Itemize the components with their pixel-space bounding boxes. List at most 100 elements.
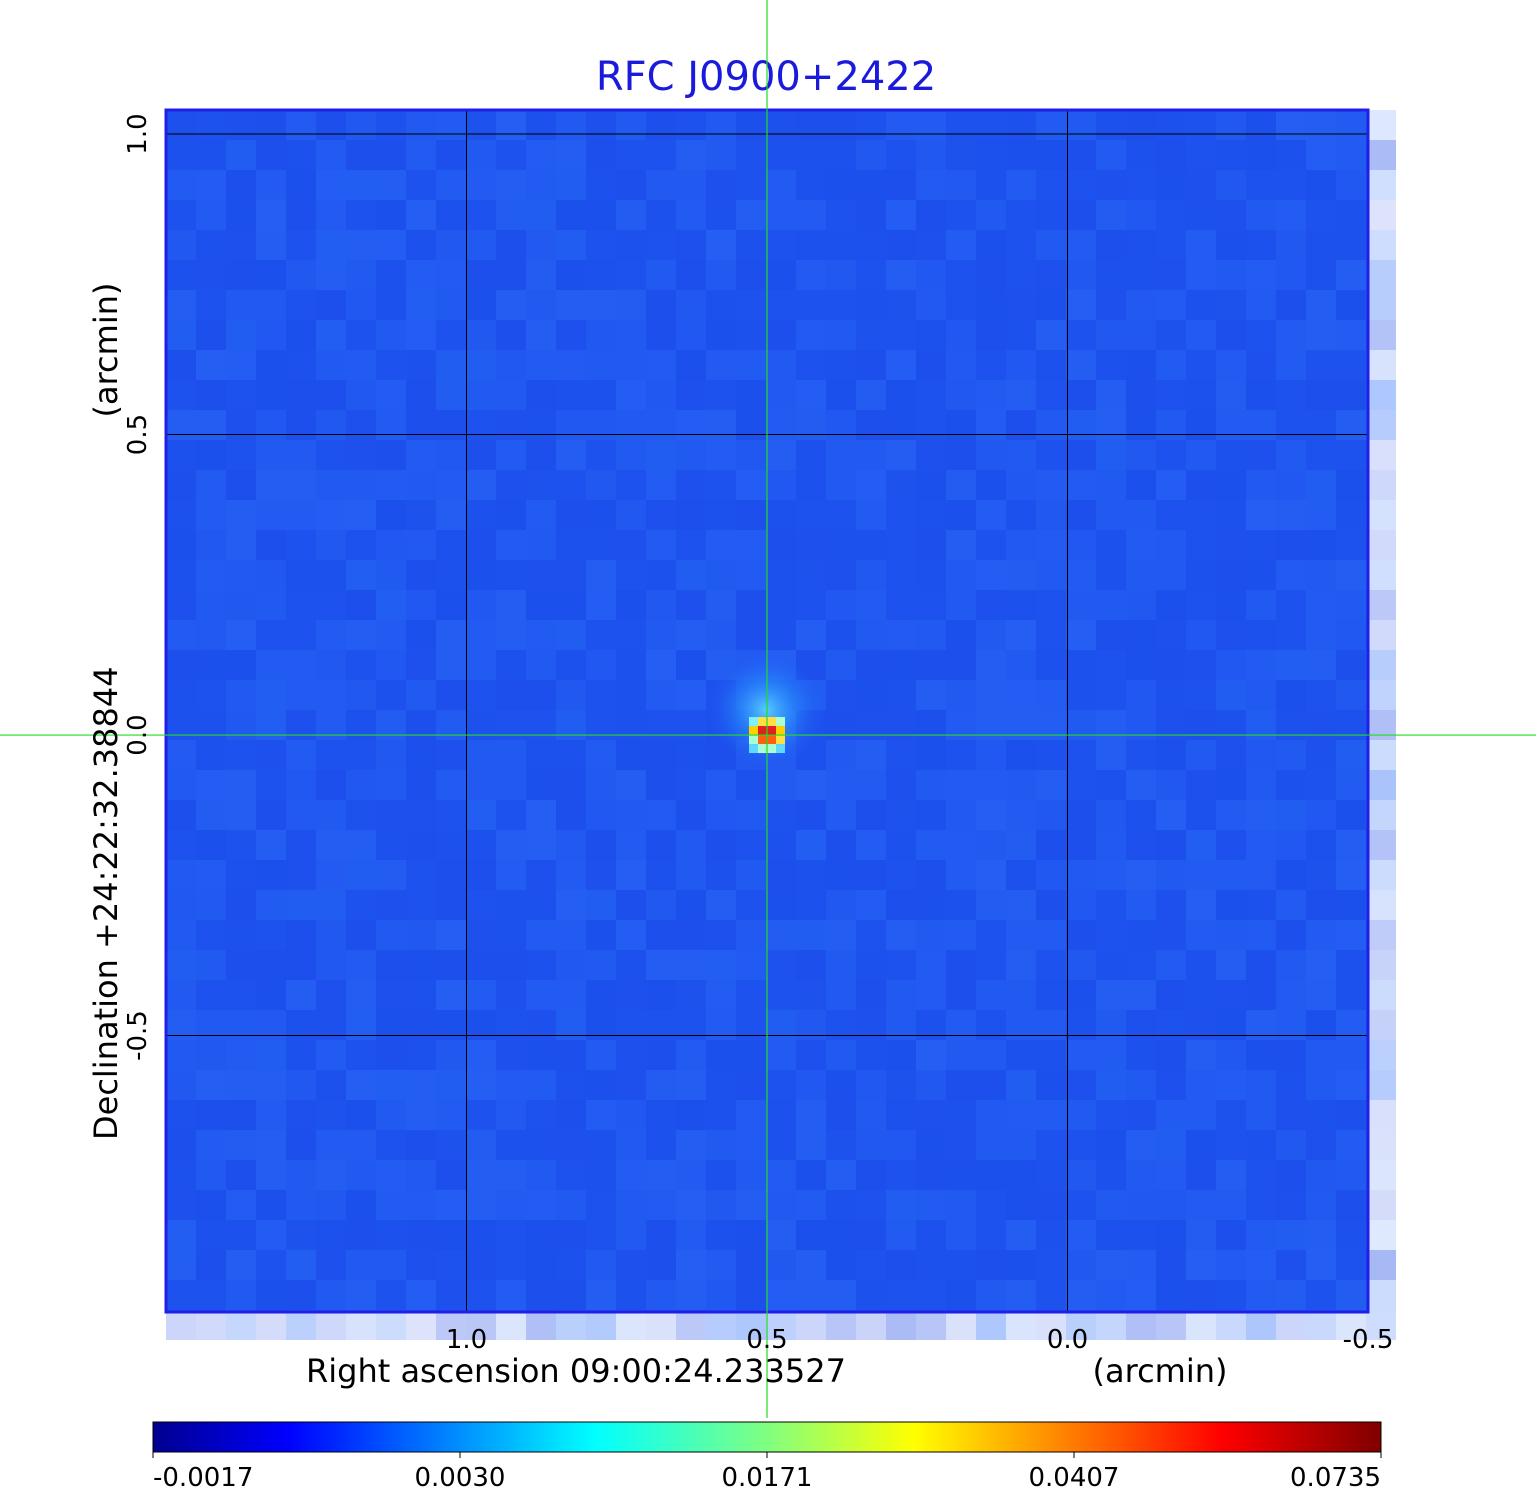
noise-cell (1096, 1040, 1126, 1070)
noise-cell (1006, 350, 1036, 380)
noise-cell (1366, 530, 1396, 560)
noise-cell (1366, 680, 1396, 710)
noise-cell (166, 140, 196, 170)
noise-cell (676, 170, 706, 200)
noise-cell (616, 1310, 646, 1340)
noise-cell (766, 110, 796, 140)
noise-cell (316, 230, 346, 260)
noise-cell (1066, 980, 1096, 1010)
source-pixel (749, 717, 758, 727)
noise-cell (886, 320, 916, 350)
noise-cell (1066, 860, 1096, 890)
noise-cell (1006, 440, 1036, 470)
noise-cell (256, 230, 286, 260)
noise-cell (586, 530, 616, 560)
noise-cell (556, 770, 586, 800)
noise-cell (376, 770, 406, 800)
noise-cell (436, 350, 466, 380)
noise-cell (1276, 410, 1306, 440)
noise-cell (316, 290, 346, 320)
noise-cell (766, 470, 796, 500)
noise-cell (436, 140, 466, 170)
noise-cell (436, 1250, 466, 1280)
noise-cell (286, 410, 316, 440)
noise-cell (676, 230, 706, 260)
noise-cell (196, 170, 226, 200)
noise-cell (496, 530, 526, 560)
noise-cell (526, 230, 556, 260)
noise-cell (886, 140, 916, 170)
noise-cell (1366, 1160, 1396, 1190)
noise-cell (376, 680, 406, 710)
noise-cell (946, 1280, 976, 1310)
noise-cell (1276, 1190, 1306, 1220)
noise-cell (256, 980, 286, 1010)
noise-cell (346, 1100, 376, 1130)
noise-cell (616, 110, 646, 140)
noise-cell (1336, 470, 1366, 500)
noise-cell (946, 1010, 976, 1040)
source-pixel (749, 735, 758, 745)
noise-cell (466, 1010, 496, 1040)
noise-cell (316, 1160, 346, 1190)
noise-cell (376, 1280, 406, 1310)
noise-cell (1066, 770, 1096, 800)
noise-cell (376, 170, 406, 200)
noise-cell (1096, 1100, 1126, 1130)
noise-cell (706, 980, 736, 1010)
noise-cell (196, 1190, 226, 1220)
noise-cell (916, 230, 946, 260)
noise-cell (436, 680, 466, 710)
noise-cell (796, 140, 826, 170)
noise-cell (196, 830, 226, 860)
noise-cell (256, 1250, 286, 1280)
noise-cell (526, 590, 556, 620)
noise-cell (1186, 890, 1216, 920)
noise-cell (796, 620, 826, 650)
noise-cell (286, 1280, 316, 1310)
x-tick-labels: 1.0 0.5 0.0 -0.5 (446, 1325, 1394, 1355)
noise-cell (1036, 680, 1066, 710)
noise-cell (1366, 980, 1396, 1010)
noise-cell (436, 1010, 466, 1040)
noise-cell (976, 200, 1006, 230)
noise-cell (556, 1250, 586, 1280)
noise-cell (466, 1130, 496, 1160)
noise-cell (316, 200, 346, 230)
noise-cell (376, 440, 406, 470)
noise-cell (916, 500, 946, 530)
noise-cell (526, 1010, 556, 1040)
noise-cell (766, 860, 796, 890)
noise-cell (1366, 620, 1396, 650)
noise-cell (1156, 860, 1186, 890)
noise-cell (466, 920, 496, 950)
noise-cell (916, 170, 946, 200)
noise-cell (376, 1190, 406, 1220)
noise-cell (1336, 410, 1366, 440)
noise-cell (286, 440, 316, 470)
noise-cell (466, 830, 496, 860)
noise-cell (286, 200, 316, 230)
noise-cell (226, 500, 256, 530)
noise-cell (1216, 980, 1246, 1010)
source-pixel (767, 726, 776, 736)
noise-cell (526, 110, 556, 140)
noise-cell (1006, 650, 1036, 680)
noise-cell (1246, 1130, 1276, 1160)
noise-cell (1366, 1010, 1396, 1040)
noise-cell (1246, 1220, 1276, 1250)
noise-cell (646, 410, 676, 440)
noise-cell (466, 860, 496, 890)
noise-cell (556, 620, 586, 650)
noise-cell (586, 1310, 616, 1340)
noise-cell (1096, 530, 1126, 560)
noise-cell (346, 650, 376, 680)
noise-cell (526, 860, 556, 890)
noise-cell (1126, 320, 1156, 350)
noise-cell (856, 110, 886, 140)
source-pixel (776, 735, 785, 745)
noise-cell (976, 920, 1006, 950)
noise-cell (766, 260, 796, 290)
noise-cell (1006, 620, 1036, 650)
noise-cell (316, 560, 346, 590)
